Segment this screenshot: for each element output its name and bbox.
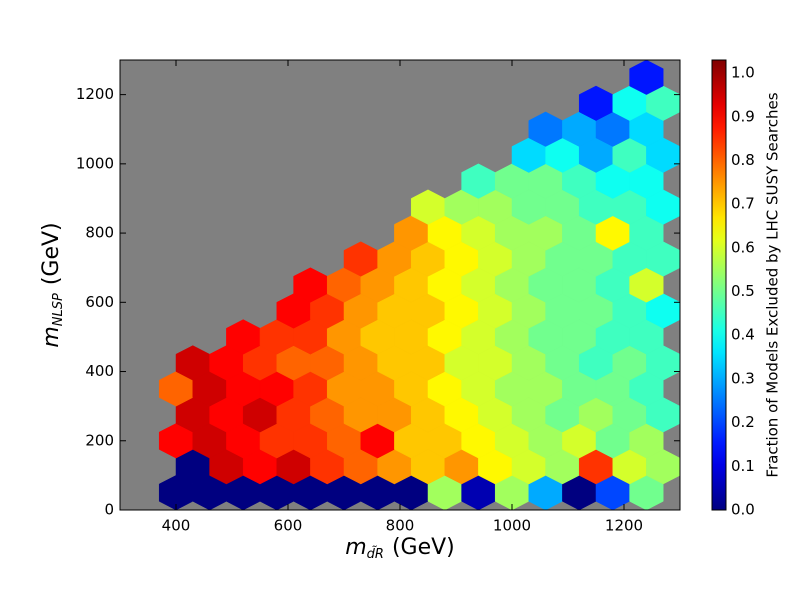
x-axis-label: md̃R (GeV) (345, 535, 455, 562)
colorbar-tick-label: 1.0 (731, 64, 755, 82)
hexbin-layer (158, 60, 680, 510)
colorbar-tick-label: 0.8 (731, 151, 755, 169)
colorbar-tick-label: 0.3 (731, 369, 755, 387)
x-tick-label: 400 (162, 517, 191, 535)
y-label-symbol: m (39, 326, 64, 347)
x-tick-label: 1200 (605, 517, 643, 535)
y-tick-label: 1000 (76, 154, 114, 172)
colorbar-tick-label: 0.9 (731, 107, 755, 125)
y-tick-label: 800 (85, 224, 114, 242)
colorbar-tick-label: 0.6 (731, 238, 755, 256)
y-tick-label: 200 (85, 431, 114, 449)
hex-cell (629, 60, 664, 95)
colorbar-tick-label: 0.7 (731, 195, 755, 213)
y-tick-label: 400 (85, 362, 114, 380)
colorbar-tick-label: 0.0 (731, 501, 755, 519)
x-label-symbol: m (345, 535, 366, 560)
y-tick-label: 1200 (76, 85, 114, 103)
y-label-subscript: NLSP (51, 293, 66, 326)
x-tick-label: 1000 (493, 517, 531, 535)
colorbar-tick-label: 0.2 (731, 413, 755, 431)
x-label-subscript: d̃R (367, 546, 384, 561)
y-tick-label: 0 (104, 501, 114, 519)
y-tick-label: 600 (85, 293, 114, 311)
colorbar-tick-label: 0.5 (731, 282, 755, 300)
x-tick-label: 800 (386, 517, 415, 535)
colorbar-label: Fraction of Models Excluded by LHC SUSY … (764, 92, 782, 477)
x-label-unit: (GeV) (392, 535, 455, 560)
axes: 400 600 800 1000 1200 0 200 400 600 800 1000 1200 0.… (76, 60, 755, 535)
colorbar (711, 59, 727, 511)
colorbar-tick-label: 0.1 (731, 457, 755, 475)
colorbar-tick-label: 0.4 (731, 326, 755, 344)
y-label-unit: (GeV) (39, 222, 64, 285)
y-axis-label: mNLSP (GeV) (39, 222, 66, 347)
x-tick-label: 600 (274, 517, 303, 535)
